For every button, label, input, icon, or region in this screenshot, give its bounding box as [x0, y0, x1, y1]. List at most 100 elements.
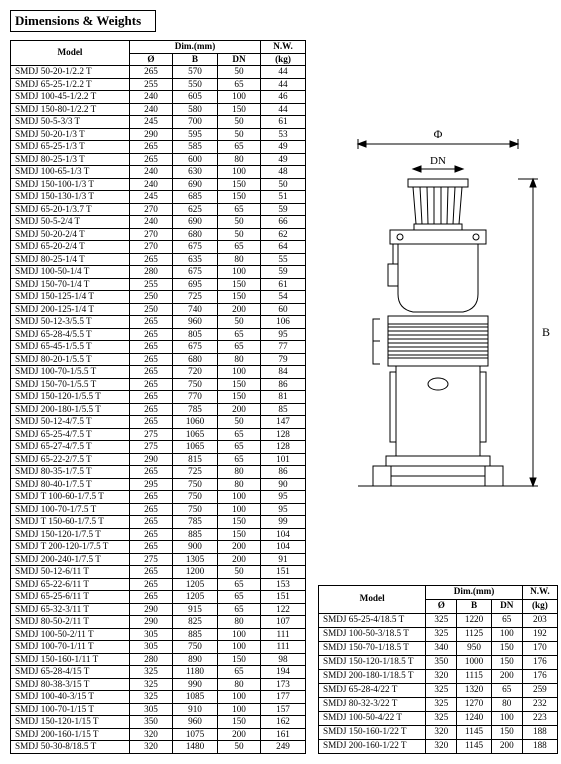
table-cell: SMDJ 50-12-6/11 T	[11, 566, 130, 579]
table-cell: SMDJ 150-70-1/5.5 T	[11, 378, 130, 391]
table-cell: 1065	[173, 441, 218, 454]
table-cell: SMDJ T 200-120-1/7.5 T	[11, 541, 130, 554]
table-cell: 65	[218, 591, 261, 604]
table-cell: SMDJ 100-40-3/15 T	[11, 691, 130, 704]
table-row: SMDJ T 100-60-1/7.5 T26575010095	[11, 491, 306, 504]
col-nw-unit: (kg)	[522, 599, 557, 613]
main-dimensions-table: Model Dim.(mm) N.W. Ø B DN (kg) SMDJ 50-…	[10, 40, 306, 754]
table-cell: 100	[218, 503, 261, 516]
table-cell: SMDJ 100-70-1/11 T	[11, 641, 130, 654]
table-cell: 100	[491, 711, 522, 725]
pump-diagram: Φ DN	[318, 40, 558, 585]
table-cell: 49	[261, 153, 306, 166]
table-cell: 750	[173, 641, 218, 654]
table-cell: 157	[261, 703, 306, 716]
table-cell: 128	[261, 428, 306, 441]
table-cell: 325	[426, 711, 457, 725]
table-row: SMDJ 65-25-4/7.5 T275106565128	[11, 428, 306, 441]
table-cell: 275	[130, 553, 173, 566]
table-cell: 275	[130, 441, 173, 454]
table-cell: 240	[130, 91, 173, 104]
table-row: SMDJ 65-22-6/11 T265120565153	[11, 578, 306, 591]
table-cell: 325	[426, 627, 457, 641]
table-cell: 151	[261, 566, 306, 579]
table-cell: 550	[173, 78, 218, 91]
table-row: SMDJ 65-27-4/7.5 T275106565128	[11, 441, 306, 454]
table-cell: SMDJ 80-20-1/5.5 T	[11, 353, 130, 366]
table-row: SMDJ 80-20-1/5.5 T2656808079	[11, 353, 306, 366]
table-cell: 150	[218, 516, 261, 529]
table-row: SMDJ 100-40-3/15 T3251085100177	[11, 691, 306, 704]
table-cell: 1145	[457, 739, 492, 753]
page-layout: Model Dim.(mm) N.W. Ø B DN (kg) SMDJ 50-…	[10, 40, 551, 754]
table-row: SMDJ 150-120-1/15 T350960150162	[11, 716, 306, 729]
table-cell: 305	[130, 641, 173, 654]
table-cell: 250	[130, 291, 173, 304]
table-cell: 950	[457, 641, 492, 655]
table-row: SMDJ 80-50-2/11 T29082580107	[11, 616, 306, 629]
table-cell: 990	[173, 678, 218, 691]
table-cell: 150	[218, 178, 261, 191]
table-cell: 270	[130, 241, 173, 254]
table-cell: SMDJ 80-35-1/7.5 T	[11, 466, 130, 479]
table-cell: 685	[173, 191, 218, 204]
table-cell: SMDJ 65-20-1/3.7 T	[11, 203, 130, 216]
table-cell: 325	[426, 697, 457, 711]
table-cell: 170	[522, 641, 557, 655]
table-cell: 290	[130, 603, 173, 616]
table-row: SMDJ 65-25-1/2.2 T2555506544	[11, 78, 306, 91]
table-cell: 280	[130, 266, 173, 279]
table-cell: SMDJ 65-27-4/7.5 T	[11, 441, 130, 454]
table-cell: 265	[130, 153, 173, 166]
table-row: SMDJ 200-125-1/4 T25074020060	[11, 303, 306, 316]
table-cell: 80	[218, 153, 261, 166]
table-cell: SMDJ 100-50-1/4 T	[11, 266, 130, 279]
table-cell: 200	[218, 553, 261, 566]
table-cell: 240	[130, 103, 173, 116]
table-cell: SMDJ 150-70-1/4 T	[11, 278, 130, 291]
table-cell: 1000	[457, 655, 492, 669]
table-cell: 325	[426, 683, 457, 697]
table-cell: SMDJ 200-180-1/5.5 T	[11, 403, 130, 416]
table-cell: 150	[218, 528, 261, 541]
table-row: SMDJ 65-25-4/18.5 T325122065203	[319, 613, 558, 627]
table-cell: 50	[218, 566, 261, 579]
table-cell: 265	[130, 378, 173, 391]
table-cell: SMDJ 65-28-4/5.5 T	[11, 328, 130, 341]
table-cell: 350	[426, 655, 457, 669]
table-cell: 85	[261, 403, 306, 416]
table-cell: 50	[218, 66, 261, 79]
table-row: SMDJ 150-125-1/4 T25072515054	[11, 291, 306, 304]
table-row: SMDJ 65-25-6/11 T265120565151	[11, 591, 306, 604]
table-cell: 173	[261, 678, 306, 691]
table-cell: 81	[261, 391, 306, 404]
table-cell: 605	[173, 91, 218, 104]
table-cell: SMDJ 150-70-1/18.5 T	[319, 641, 426, 655]
table-cell: SMDJ 200-180-1/18.5 T	[319, 669, 426, 683]
table-cell: 60	[261, 303, 306, 316]
table-cell: 107	[261, 616, 306, 629]
col-nw: N.W.	[522, 585, 557, 599]
table-cell: 265	[130, 341, 173, 354]
table-cell: 65	[218, 203, 261, 216]
table-cell: 50	[218, 741, 261, 754]
table-cell: 150	[218, 278, 261, 291]
left-column: Model Dim.(mm) N.W. Ø B DN (kg) SMDJ 50-…	[10, 40, 306, 754]
table-cell: 100	[218, 703, 261, 716]
table-row: SMDJ 150-120-1/18.5 T3501000150176	[319, 655, 558, 669]
table-cell: 320	[426, 669, 457, 683]
table-cell: SMDJ 65-32-3/11 T	[11, 603, 130, 616]
table-cell: 725	[173, 466, 218, 479]
table-cell: 635	[173, 253, 218, 266]
table-row: SMDJ 150-120-1/7.5 T265885150104	[11, 528, 306, 541]
table-cell: 100	[491, 627, 522, 641]
table-cell: 265	[130, 416, 173, 429]
table-cell: 265	[130, 528, 173, 541]
table-cell: 805	[173, 328, 218, 341]
col-dn: DN	[218, 53, 261, 66]
table-row: SMDJ 150-70-1/4 T25569515061	[11, 278, 306, 291]
table-cell: 325	[130, 691, 173, 704]
col-b: B	[457, 599, 492, 613]
table-cell: 65	[218, 441, 261, 454]
table-cell: 320	[426, 739, 457, 753]
